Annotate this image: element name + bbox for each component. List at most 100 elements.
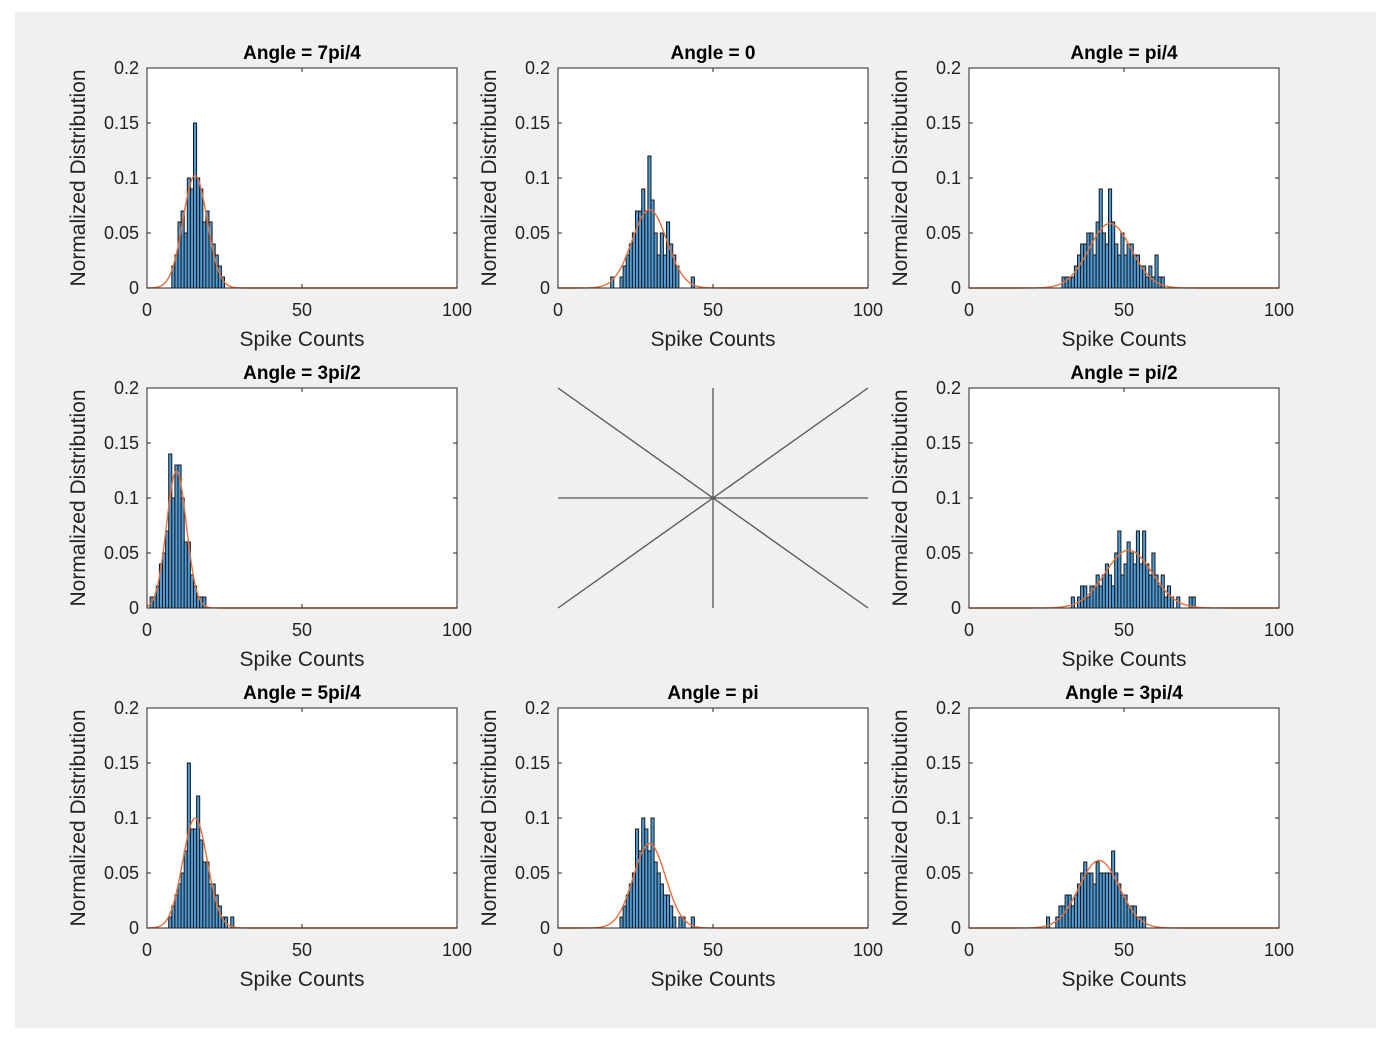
subplot-8: 0 0.05 0.1 0.15 0.2 0 50 100 Angle = pi Spike Cou… xyxy=(478,683,883,991)
histogram-bar xyxy=(1160,276,1165,289)
y-tick-label: 0.1 xyxy=(936,168,961,188)
y-tick-label: 0.05 xyxy=(515,863,550,883)
y-tick-label: 0.2 xyxy=(525,58,550,78)
x-tick-label: 100 xyxy=(1264,940,1294,960)
y-tick-label: 0 xyxy=(951,918,961,938)
x-tick-label: 50 xyxy=(292,300,312,320)
y-tick-label: 0.2 xyxy=(936,58,961,78)
axes-background xyxy=(969,708,1279,928)
x-tick-label: 100 xyxy=(442,620,472,640)
x-axis-label: Spike Counts xyxy=(1062,328,1187,351)
subplot-6: 0 0.05 0.1 0.15 0.2 0 50 100 Angle = pi/2 Spike C… xyxy=(889,363,1294,671)
x-axis-label: Spike Counts xyxy=(651,328,776,351)
x-axis-label: Spike Counts xyxy=(240,968,365,991)
subplot-title: Angle = pi/4 xyxy=(1070,43,1178,64)
subplot-1: 0 0.05 0.1 0.15 0.2 0 50 100 Angle = 7pi/4 Spike … xyxy=(67,43,472,351)
x-tick-label: 50 xyxy=(1114,940,1134,960)
histogram-bar xyxy=(690,276,695,289)
x-tick-label: 100 xyxy=(442,940,472,960)
y-tick-label: 0 xyxy=(129,598,139,618)
y-tick-label: 0.05 xyxy=(104,863,139,883)
subplot-2: 0 0.05 0.1 0.15 0.2 0 50 100 Angle = 0 Spike Coun… xyxy=(478,43,883,351)
subplot-title: Angle = 5pi/4 xyxy=(243,683,361,704)
x-tick-label: 100 xyxy=(1264,300,1294,320)
y-tick-label: 0 xyxy=(540,278,550,298)
subplot-title: Angle = 3pi/4 xyxy=(1065,683,1183,704)
y-axis-label: Normalized Distribution xyxy=(478,709,501,926)
x-tick-label: 100 xyxy=(853,940,883,960)
y-tick-label: 0 xyxy=(129,278,139,298)
histogram-bar xyxy=(672,916,677,929)
y-tick-label: 0.05 xyxy=(515,223,550,243)
x-tick-label: 0 xyxy=(142,300,152,320)
x-axis-label: Spike Counts xyxy=(1062,648,1187,671)
y-tick-label: 0.1 xyxy=(525,168,550,188)
subplot-3: 0 0.05 0.1 0.15 0.2 0 50 100 Angle = pi/4 Spike C… xyxy=(889,43,1294,351)
y-tick-label: 0.05 xyxy=(926,863,961,883)
y-tick-label: 0.15 xyxy=(926,113,961,133)
y-tick-label: 0.15 xyxy=(926,433,961,453)
y-tick-label: 0.15 xyxy=(515,113,550,133)
y-tick-label: 0.2 xyxy=(936,378,961,398)
subplot-title: Angle = 3pi/2 xyxy=(243,363,361,384)
x-tick-label: 0 xyxy=(142,620,152,640)
y-tick-label: 0.2 xyxy=(114,58,139,78)
axes-background xyxy=(558,708,868,928)
x-axis-label: Spike Counts xyxy=(1062,968,1187,991)
x-tick-label: 0 xyxy=(964,300,974,320)
y-tick-label: 0.15 xyxy=(104,753,139,773)
x-axis-label: Spike Counts xyxy=(240,648,365,671)
y-tick-label: 0 xyxy=(129,918,139,938)
subplot-9: 0 0.05 0.1 0.15 0.2 0 50 100 Angle = 3pi/4 Spike … xyxy=(889,683,1294,991)
y-axis-label: Normalized Distribution xyxy=(478,69,501,286)
y-tick-label: 0.1 xyxy=(936,808,961,828)
y-tick-label: 0.15 xyxy=(104,113,139,133)
y-tick-label: 0.1 xyxy=(114,808,139,828)
compass-line-4 xyxy=(557,387,869,609)
subplot-title: Angle = 0 xyxy=(671,43,756,64)
y-axis-label: Normalized Distribution xyxy=(67,709,90,926)
x-tick-label: 50 xyxy=(1114,620,1134,640)
x-tick-label: 50 xyxy=(703,300,723,320)
y-tick-label: 0.15 xyxy=(515,753,550,773)
x-tick-label: 50 xyxy=(1114,300,1134,320)
axes-background xyxy=(558,68,868,288)
subplot-4: 0 0.05 0.1 0.15 0.2 0 50 100 Angle = 3pi/2 Spike … xyxy=(67,363,472,671)
x-tick-label: 100 xyxy=(442,300,472,320)
y-axis-label: Normalized Distribution xyxy=(889,389,912,606)
y-tick-label: 0.05 xyxy=(104,543,139,563)
compass-diagram xyxy=(557,387,869,609)
x-tick-label: 0 xyxy=(553,300,563,320)
y-tick-label: 0 xyxy=(951,598,961,618)
x-tick-label: 50 xyxy=(292,940,312,960)
subplot-title: Angle = 7pi/4 xyxy=(243,43,361,64)
y-axis-label: Normalized Distribution xyxy=(889,709,912,926)
y-tick-label: 0.2 xyxy=(525,698,550,718)
subplot-7: 0 0.05 0.1 0.15 0.2 0 50 100 Angle = 5pi/4 Spike … xyxy=(67,683,472,991)
x-tick-label: 0 xyxy=(964,940,974,960)
y-axis-label: Normalized Distribution xyxy=(889,69,912,286)
y-tick-label: 0.1 xyxy=(936,488,961,508)
y-tick-label: 0.2 xyxy=(114,378,139,398)
y-tick-label: 0.05 xyxy=(104,223,139,243)
x-tick-label: 0 xyxy=(553,940,563,960)
subplot-title: Angle = pi xyxy=(667,683,758,704)
histogram-bar xyxy=(1070,596,1075,609)
y-tick-label: 0.1 xyxy=(114,168,139,188)
y-tick-label: 0 xyxy=(540,918,550,938)
y-tick-label: 0.15 xyxy=(104,433,139,453)
x-tick-label: 100 xyxy=(853,300,883,320)
x-tick-label: 100 xyxy=(1264,620,1294,640)
y-tick-label: 0.2 xyxy=(114,698,139,718)
axes-background xyxy=(147,388,457,608)
y-tick-label: 0.05 xyxy=(926,223,961,243)
x-axis-label: Spike Counts xyxy=(651,968,776,991)
subplot-title: Angle = pi/2 xyxy=(1070,363,1177,384)
x-tick-label: 0 xyxy=(142,940,152,960)
y-tick-label: 0.2 xyxy=(936,698,961,718)
y-tick-label: 0 xyxy=(951,278,961,298)
y-tick-label: 0.1 xyxy=(114,488,139,508)
y-tick-label: 0.15 xyxy=(926,753,961,773)
y-axis-label: Normalized Distribution xyxy=(67,69,90,286)
